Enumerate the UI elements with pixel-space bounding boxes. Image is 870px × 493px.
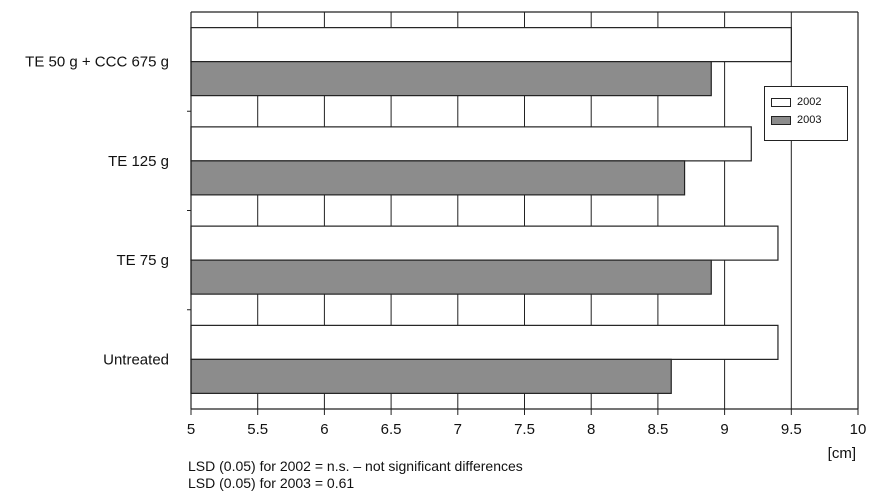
y-category-label: TE 50 g + CCC 675 g bbox=[25, 54, 169, 71]
legend-swatch-2002 bbox=[771, 97, 791, 107]
lsd-note-2002: LSD (0.05) for 2002 = n.s. – not signifi… bbox=[188, 458, 523, 474]
bar-2002 bbox=[190, 27, 792, 63]
y-category-label: TE 125 g bbox=[108, 153, 169, 170]
y-category-label: Untreated bbox=[103, 351, 169, 368]
x-tick-label: 5.5 bbox=[247, 421, 268, 438]
x-tick-label: 8.5 bbox=[647, 421, 668, 438]
x-tick-label: 8 bbox=[587, 421, 595, 438]
x-tick-label: 6 bbox=[320, 421, 328, 438]
bar-2002 bbox=[190, 126, 752, 162]
x-tick-label: 9 bbox=[720, 421, 728, 438]
bar-2002 bbox=[190, 324, 779, 360]
bar-2002 bbox=[190, 225, 779, 261]
legend-swatch-2003 bbox=[771, 115, 791, 125]
x-tick-label: 7 bbox=[454, 421, 462, 438]
legend-item-2002: 2002 bbox=[771, 95, 821, 109]
bar-2003 bbox=[190, 160, 686, 196]
x-tick-label: 5 bbox=[187, 421, 195, 438]
y-category-label: TE 75 g bbox=[116, 252, 169, 269]
legend-label-2002: 2002 bbox=[797, 96, 822, 108]
legend-item-2003: 2003 bbox=[771, 113, 821, 127]
x-tick-label: 9.5 bbox=[781, 421, 802, 438]
x-tick-label: 6.5 bbox=[381, 421, 402, 438]
x-axis-unit-label: [cm] bbox=[828, 445, 856, 462]
lsd-note-2003: LSD (0.05) for 2003 = 0.61 bbox=[188, 475, 355, 491]
bar-2003 bbox=[190, 358, 672, 394]
chart-legend: 2002 2003 bbox=[764, 86, 848, 141]
legend-label-2003: 2003 bbox=[797, 114, 822, 126]
bar-2003 bbox=[190, 61, 712, 97]
x-tick-label: 10 bbox=[850, 421, 867, 438]
bar-2003 bbox=[190, 259, 712, 295]
x-tick-label: 7.5 bbox=[514, 421, 535, 438]
